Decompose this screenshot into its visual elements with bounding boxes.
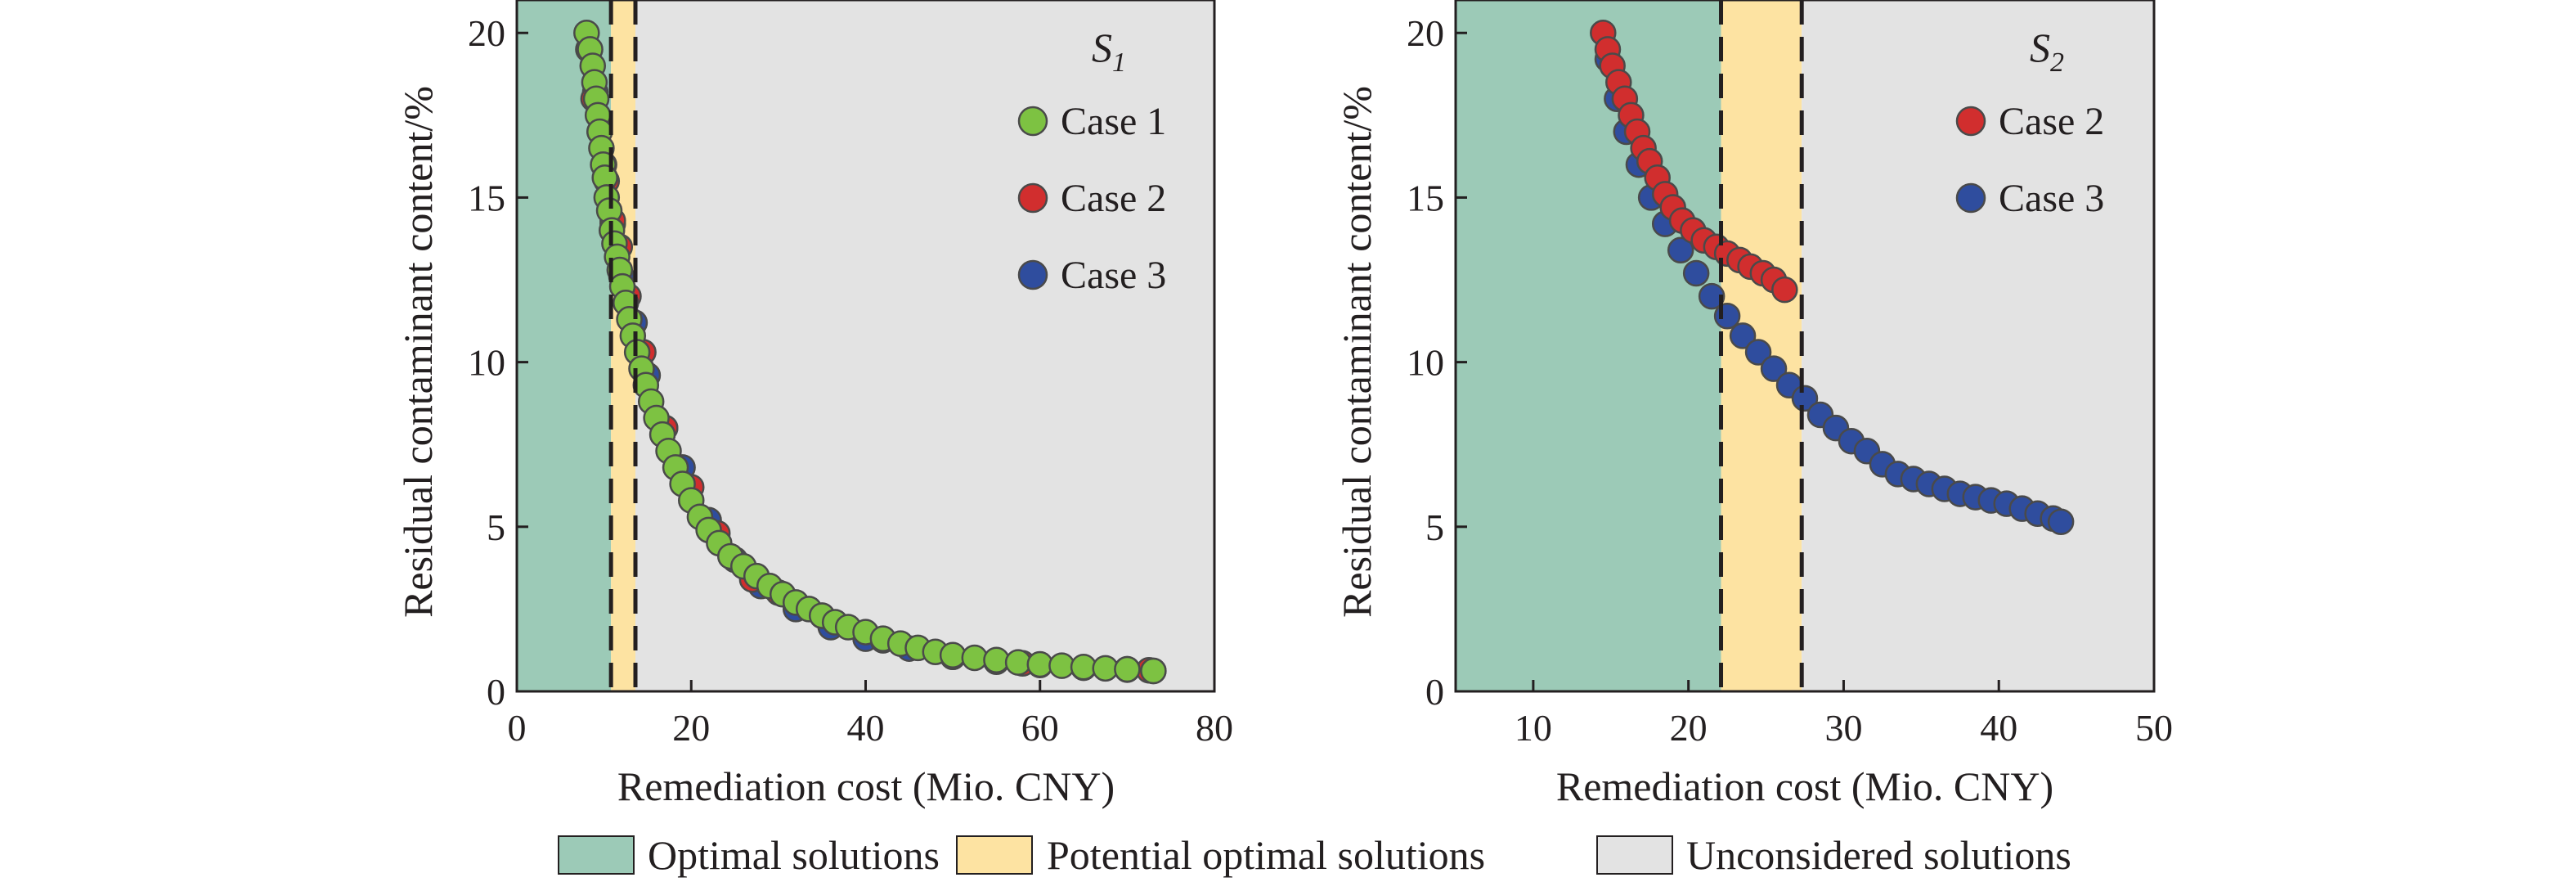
axis-ticks: 10 20 30 40 50 0 5 10 15 20 (1407, 12, 2173, 749)
legend-swatch-unconsidered (1596, 835, 1673, 875)
y-axis-title: Residual contaminant content/% (395, 86, 441, 618)
x-tick-label: 50 (2135, 707, 2173, 749)
x-tick-label: 60 (1021, 707, 1059, 749)
panel-title: S1 (1092, 25, 1126, 78)
point-case1 (939, 641, 967, 668)
point-case3 (2047, 508, 2075, 536)
point-case1 (983, 646, 1010, 674)
panel-title-letter: S (2030, 25, 2050, 70)
point-case1 (1114, 655, 1141, 683)
legend: Case 1 Case 2 Case 3 (1017, 100, 1166, 297)
legend-marker-case2 (1955, 106, 1986, 137)
y-tick-label: 0 (1425, 671, 1444, 713)
legend-label-case1: Case 1 (1061, 100, 1166, 143)
y-tick-label: 15 (468, 177, 505, 218)
point-case3 (1760, 355, 1788, 382)
point-case3 (1667, 236, 1694, 264)
y-tick-label: 20 (468, 12, 505, 54)
point-case1 (1140, 657, 1167, 685)
legend-marker-case2 (1017, 182, 1048, 214)
scatter-points (573, 19, 1167, 685)
x-tick-label: 30 (1824, 707, 1862, 749)
point-case3 (1682, 259, 1710, 287)
panel-title-letter: S (1092, 25, 1112, 70)
point-case3 (1791, 385, 1819, 412)
x-tick-label: 10 (1515, 707, 1552, 749)
point-case3 (1698, 282, 1726, 310)
point-case1 (961, 644, 989, 672)
legend-label-case3: Case 3 (1999, 177, 2104, 220)
legend-marker-case3 (1955, 182, 1986, 214)
legend-marker-case1 (1017, 106, 1048, 137)
legend-label-unconsidered: Unconsidered solutions (1686, 832, 2071, 878)
panel-title-subscript: 1 (1112, 47, 1126, 78)
y-tick-label: 15 (1407, 177, 1444, 218)
x-axis-title: Remediation cost (Mio. CNY) (617, 763, 1115, 809)
legend-label-case2: Case 2 (1999, 100, 2104, 143)
y-tick-label: 10 (468, 342, 505, 384)
x-tick-label: 20 (672, 707, 710, 749)
x-tick-label: 0 (508, 707, 527, 749)
y-tick-label: 0 (487, 671, 505, 713)
point-case3 (1729, 322, 1757, 349)
legend-label-optimal: Optimal solutions (648, 832, 940, 878)
y-tick-label: 10 (1407, 342, 1444, 384)
threshold-lines (1719, 0, 1804, 691)
legend-label-case3: Case 3 (1061, 254, 1166, 297)
scatter-points (1590, 19, 2075, 536)
legend-label-case2: Case 2 (1061, 177, 1166, 220)
region-optimal (1456, 0, 1721, 691)
chart-panel-s2: 10 20 30 40 50 0 5 10 15 20 S2 Case 2 Case 3 Reme… (1334, 0, 2173, 809)
panel-title-subscript: 2 (2050, 47, 2064, 78)
x-tick-label: 40 (1980, 707, 2017, 749)
x-tick-label: 80 (1196, 707, 1233, 749)
legend-marker-case3 (1017, 259, 1048, 290)
legend-label-potential: Potential optimal solutions (1047, 832, 1485, 878)
point-case1 (1004, 649, 1032, 676)
plot-frame (1454, 0, 2156, 693)
solution-type-legend: Optimal solutions Potential optimal solu… (558, 832, 2071, 878)
x-tick-label: 40 (847, 707, 885, 749)
chart-panel-s1: 0 20 40 60 80 0 5 10 15 20 S1 Case 1 Case 2 Case … (395, 0, 1233, 809)
y-axis-title: Residual contaminant content/% (1334, 86, 1380, 618)
x-axis-title: Remediation cost (Mio. CNY) (1556, 763, 2053, 809)
axis-ticks: 0 20 40 60 80 0 5 10 15 20 (468, 12, 1233, 749)
legend-swatch-potential (956, 835, 1033, 875)
y-tick-label: 20 (1407, 12, 1444, 54)
panel-title: S2 (2030, 25, 2064, 78)
threshold-lines (608, 0, 638, 691)
y-tick-label: 5 (487, 506, 505, 548)
point-case2 (1771, 276, 1798, 304)
x-tick-label: 20 (1670, 707, 1708, 749)
legend: Case 2 Case 3 (1955, 100, 2104, 220)
legend-swatch-optimal (558, 835, 635, 875)
y-tick-label: 5 (1425, 506, 1444, 548)
point-case3 (1744, 339, 1772, 366)
region-unconsidered (635, 0, 1214, 691)
